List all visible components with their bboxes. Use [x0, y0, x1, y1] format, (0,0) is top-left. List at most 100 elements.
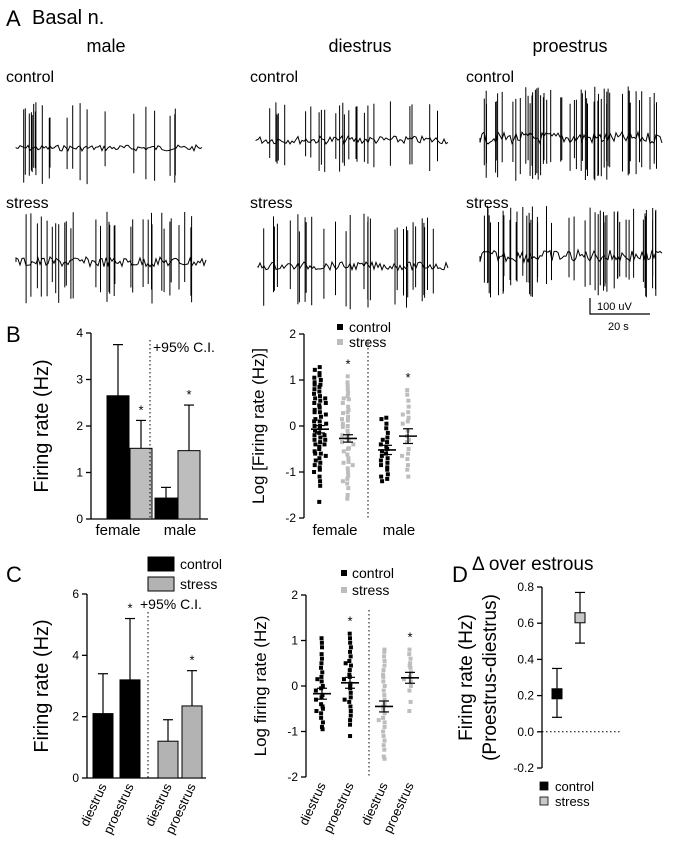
c-right-point	[314, 709, 319, 714]
b-right-point	[406, 398, 411, 403]
c-right-point	[382, 756, 387, 761]
b-right-point	[317, 389, 322, 394]
b-right-point	[405, 440, 410, 445]
b-right-point	[346, 470, 351, 474]
b-right-point	[345, 380, 350, 385]
c-left-y-tick-label: 2	[72, 710, 79, 724]
b-right-point	[312, 424, 317, 428]
b-right-point	[318, 414, 323, 419]
b-right-point	[385, 467, 390, 472]
b-right-point	[384, 444, 389, 449]
b-right-point	[345, 383, 350, 388]
b-right-point	[317, 394, 322, 399]
column-label-male: male	[86, 36, 125, 56]
c-left-y-tick-label: 6	[72, 587, 79, 601]
c-right-point	[348, 649, 353, 654]
c-right-point	[381, 706, 386, 711]
b-right-point	[317, 403, 322, 408]
b-right-point	[406, 410, 411, 415]
b-right-point	[317, 499, 322, 504]
c-right-point	[382, 720, 387, 725]
b-right-point	[400, 453, 405, 458]
b-right-point	[317, 456, 322, 461]
c-right-point	[347, 668, 352, 673]
b-right-point	[400, 421, 405, 426]
b-right-point	[385, 476, 390, 481]
b-right-point	[385, 440, 390, 445]
c-right-point	[320, 720, 325, 725]
c-right-point	[319, 679, 324, 684]
b-right-point	[341, 396, 346, 401]
b-right-point	[346, 486, 351, 491]
d-y-label: (Proestrus-diestrus)	[480, 594, 501, 761]
c-right-point	[382, 684, 387, 688]
c-left-legend-label: control	[180, 556, 222, 572]
b-right-point	[385, 472, 390, 477]
b-right-point	[346, 407, 351, 412]
b-right-legend-label: stress	[349, 334, 386, 350]
d-point	[574, 612, 586, 624]
c-left-legend-swatch	[147, 576, 175, 592]
b-right-point	[312, 380, 317, 385]
b-right-x-label: female	[312, 522, 357, 539]
b-left-y-tick-label: 0	[76, 512, 83, 526]
c-right-point	[408, 665, 413, 670]
b-right-point	[345, 466, 350, 471]
b-right-point	[378, 442, 383, 447]
panel-a-region: Basal n.	[32, 7, 104, 29]
c-left-y-tick-label: 0	[72, 771, 79, 785]
b-right-point	[351, 442, 356, 447]
b-right-y-tick-label: -2	[285, 511, 296, 525]
b-right-point	[345, 424, 350, 428]
b-right-x-label: male	[383, 522, 416, 539]
b-right-point	[323, 437, 328, 442]
c-right-point	[382, 647, 387, 652]
b-right-point	[341, 460, 346, 465]
b-right-point	[379, 417, 384, 422]
b-right-point	[323, 453, 328, 458]
c-left-bar	[181, 705, 203, 779]
c-right-legend-swatch	[341, 570, 347, 576]
b-left-x-label: male	[164, 522, 197, 539]
b-right-point	[380, 437, 385, 442]
c-right-point	[348, 695, 353, 700]
c-right-point	[347, 631, 352, 636]
c-right-point	[348, 640, 353, 645]
b-right-point	[385, 435, 390, 440]
d-y-tick-label: 0.2	[517, 689, 534, 703]
scale-bar-voltage: 100 uV	[597, 301, 633, 313]
b-left-y-tick-label: 4	[76, 326, 83, 340]
c-right-point	[320, 704, 325, 709]
c-right-point	[319, 640, 324, 645]
b-right-point	[313, 396, 318, 401]
c-right-point	[381, 679, 386, 684]
b-right-sig: *	[345, 356, 350, 371]
b-right-point	[312, 407, 317, 412]
c-right-point	[320, 706, 325, 711]
c-right-point	[348, 734, 353, 739]
b-right-point	[405, 388, 410, 393]
b-right-point	[318, 479, 323, 484]
b-right-point	[385, 430, 390, 435]
b-right-point	[312, 449, 317, 454]
c-right-point	[320, 684, 325, 688]
b-right-point	[324, 421, 329, 426]
row-label-stress-male: stress	[6, 195, 49, 212]
b-right-point	[312, 387, 317, 392]
panel-a-letter: A	[6, 6, 21, 31]
b-right-point	[346, 459, 351, 464]
b-right-point	[346, 404, 351, 409]
b-right-point	[341, 449, 346, 454]
c-right-point	[347, 658, 352, 663]
c-right-point	[407, 688, 412, 693]
c-right-point	[381, 715, 386, 720]
b-right-point	[312, 419, 317, 424]
c-right-point	[348, 718, 353, 723]
b-right-point	[400, 412, 405, 417]
b-left-y-tick-label: 1	[76, 466, 83, 480]
b-right-point	[340, 440, 345, 445]
b-right-point	[384, 426, 389, 431]
b-right-point	[345, 418, 350, 423]
b-right-point	[345, 428, 350, 433]
c-left-legend-swatch	[147, 556, 175, 572]
